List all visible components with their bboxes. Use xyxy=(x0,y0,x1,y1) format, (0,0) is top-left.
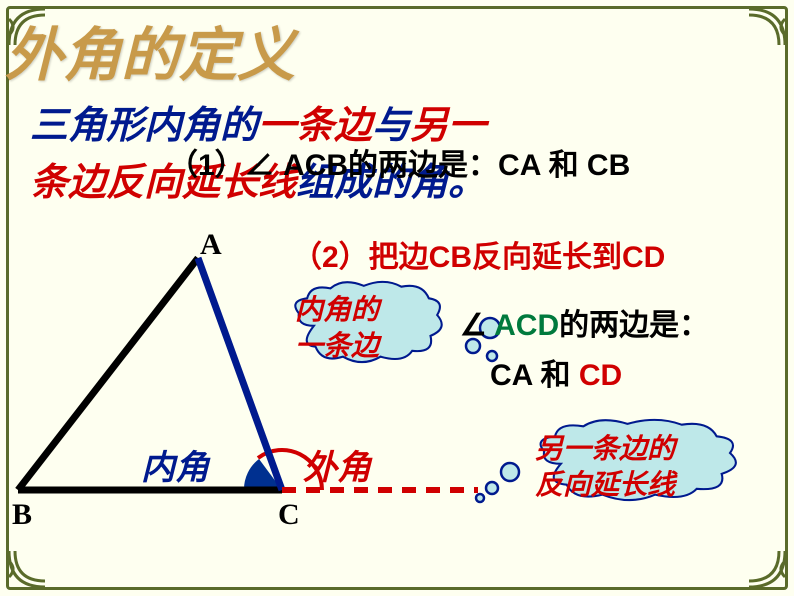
corner-ornament-icon xyxy=(747,7,787,47)
cloud2-text: 另一条边的 反向延长线 xyxy=(535,432,675,505)
acb-sides-info: （1）∠ ACB的两边是：CA 和 CB xyxy=(168,140,630,184)
acd-sides-values: CA 和 CD xyxy=(490,350,622,394)
cloud1-l2: 一条边 xyxy=(295,331,379,362)
acb-angle: ACB xyxy=(283,149,348,182)
acb-prefix: （1）∠ xyxy=(168,149,283,182)
acd-side2: CD xyxy=(579,359,622,392)
acb-side1: CA xyxy=(498,149,540,182)
side-ca xyxy=(198,258,282,490)
corner-ornament-icon xyxy=(7,549,47,589)
acd-prefix: ∠ xyxy=(460,309,494,342)
acb-mid: 的两边是： xyxy=(348,149,498,182)
cloud1-l1: 内角的 xyxy=(295,295,379,326)
acd-mid: 的两边是： xyxy=(559,309,709,342)
vertex-label-b: B xyxy=(12,498,32,532)
cloud1-text: 内角的 一条边 xyxy=(295,293,379,366)
acd-side1: CA xyxy=(490,359,532,392)
cloud2-l2: 反向延长线 xyxy=(535,470,675,501)
vertex-label-a: A xyxy=(200,228,222,262)
inner-angle-text: 内角 xyxy=(141,440,209,489)
page-title: 外角的定义 xyxy=(5,8,295,92)
bubble-trail-2-icon xyxy=(470,460,525,515)
corner-ornament-icon xyxy=(747,549,787,589)
vertex-label-c: C xyxy=(278,498,300,532)
acd-sides-info: ∠ ACD的两边是： xyxy=(460,300,709,344)
acd-angle: ACD xyxy=(494,309,559,342)
outer-angle-text: 外角 xyxy=(303,440,371,489)
acb-and: 和 xyxy=(540,149,587,182)
acb-side2: CB xyxy=(587,149,630,182)
cloud2-l1: 另一条边的 xyxy=(535,434,675,465)
acd-and: 和 xyxy=(532,359,579,392)
